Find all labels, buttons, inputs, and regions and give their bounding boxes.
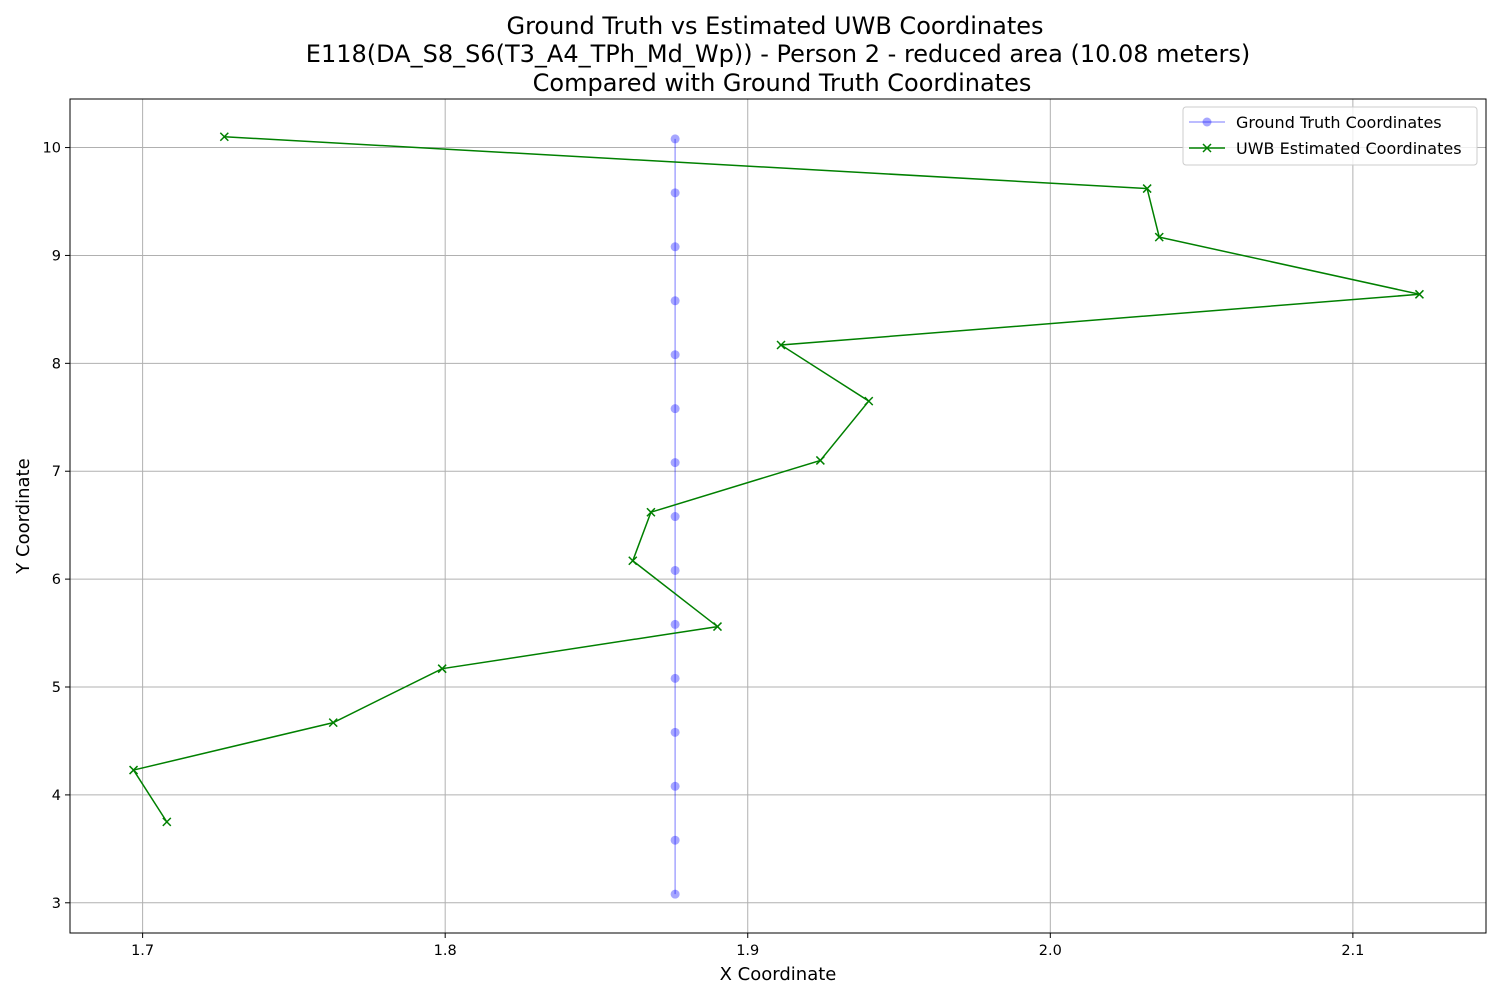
legend-box xyxy=(1182,106,1478,166)
series-uwb-estimated xyxy=(129,132,1424,827)
y-tick-label: 7 xyxy=(52,464,61,480)
x-tick-label: 2.0 xyxy=(1039,943,1062,959)
x-tick-label: 1.7 xyxy=(131,943,154,959)
y-tick-label: 10 xyxy=(43,141,61,157)
data-point-uwb-estimated xyxy=(1414,289,1424,299)
data-point-uwb-estimated xyxy=(864,396,874,406)
data-point-ground-truth xyxy=(670,296,680,306)
x-axis: 1.7 1.8 1.9 2.0 2.1 xyxy=(131,933,1364,959)
data-point-uwb-estimated xyxy=(437,664,447,674)
series-line-uwb-estimated xyxy=(132,136,1420,823)
legend-marker-ground-truth xyxy=(1202,117,1212,127)
y-tick-label: 4 xyxy=(52,788,61,804)
legend: Ground Truth Coordinates UWB Estimated C… xyxy=(1182,106,1478,166)
data-point-ground-truth xyxy=(670,512,680,522)
x-tick-label: 1.8 xyxy=(434,943,457,959)
legend-label-uwb: UWB Estimated Coordinates xyxy=(1236,139,1462,158)
grid-lines xyxy=(70,99,1486,933)
data-point-ground-truth xyxy=(670,889,680,899)
data-point-ground-truth xyxy=(670,404,680,414)
data-point-uwb-estimated xyxy=(815,455,825,465)
data-point-ground-truth xyxy=(670,565,680,575)
chart-title-line-1: Ground Truth vs Estimated UWB Coordinate… xyxy=(506,12,1043,40)
data-point-uwb-estimated xyxy=(219,132,229,142)
y-tick-label: 6 xyxy=(52,572,61,588)
data-point-ground-truth xyxy=(670,188,680,198)
y-tick-label: 9 xyxy=(52,248,61,264)
x-tick-label: 1.9 xyxy=(736,943,759,959)
data-point-ground-truth xyxy=(670,727,680,737)
data-point-uwb-estimated xyxy=(712,622,723,632)
chart-title-line-2: E118(DA_S8_S6(T3_A4_TPh_Md_Wp)) - Person… xyxy=(306,40,1250,68)
data-point-ground-truth xyxy=(670,458,680,468)
y-tick-label: 5 xyxy=(52,680,61,696)
data-point-ground-truth xyxy=(670,134,680,144)
data-point-uwb-estimated xyxy=(328,718,338,728)
data-point-uwb-estimated xyxy=(628,556,638,566)
y-tick-label: 3 xyxy=(52,896,61,912)
data-point-uwb-estimated xyxy=(1154,232,1164,242)
data-point-ground-truth xyxy=(670,673,680,683)
data-point-ground-truth xyxy=(670,835,680,845)
data-point-uwb-estimated xyxy=(129,765,139,775)
x-axis-label: X Coordinate xyxy=(720,964,837,985)
data-point-ground-truth xyxy=(670,781,680,791)
data-point-uwb-estimated xyxy=(646,507,656,517)
x-tick-label: 2.1 xyxy=(1341,943,1364,959)
data-point-ground-truth xyxy=(670,619,680,629)
chart-title: Ground Truth vs Estimated UWB Coordinate… xyxy=(306,12,1250,97)
data-point-uwb-estimated xyxy=(776,340,786,350)
y-axis-label: Y Coordinate xyxy=(13,458,34,574)
plot-frame xyxy=(69,98,1487,934)
legend-entry-ground-truth: Ground Truth Coordinates xyxy=(1189,113,1442,132)
y-tick-label: 8 xyxy=(52,356,61,372)
y-axis: 3 4 5 6 7 8 9 10 xyxy=(43,141,70,912)
chart-title-line-3: Compared with Ground Truth Coordinates xyxy=(533,69,1032,97)
data-point-ground-truth xyxy=(670,350,680,360)
legend-entry-uwb: UWB Estimated Coordinates xyxy=(1189,139,1462,158)
data-point-ground-truth xyxy=(670,242,680,252)
series-ground-truth xyxy=(670,134,680,899)
plot-series xyxy=(129,132,1424,899)
legend-label-ground-truth: Ground Truth Coordinates xyxy=(1236,113,1442,132)
data-point-uwb-estimated xyxy=(1142,184,1152,194)
data-point-uwb-estimated xyxy=(162,817,172,827)
legend-marker-uwb xyxy=(1202,143,1212,153)
